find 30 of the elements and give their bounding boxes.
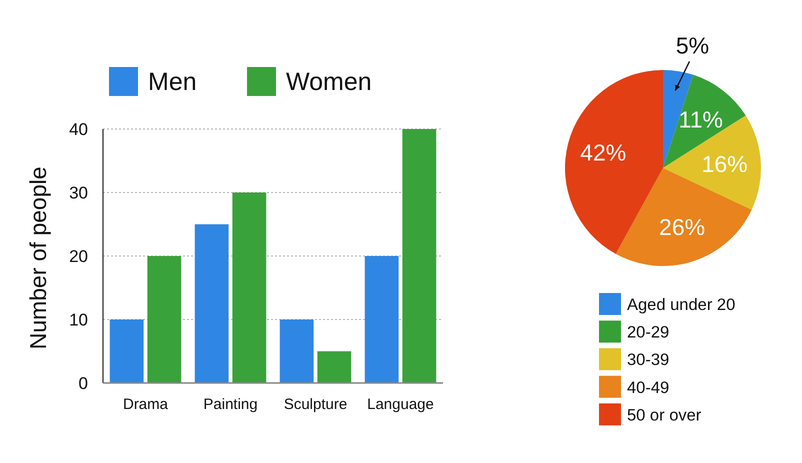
legend-label: 40-49 xyxy=(627,378,670,397)
bar xyxy=(147,256,182,383)
data-label: 42% xyxy=(580,140,626,166)
legend-label: 20-29 xyxy=(627,324,670,342)
data-label: 5% xyxy=(676,32,710,58)
y-axis-title: Number of people xyxy=(25,166,51,350)
bar xyxy=(194,224,229,383)
legend-label: Aged under 20 xyxy=(627,296,736,314)
x-tick-label: Sculpture xyxy=(284,396,348,413)
legend-label: 50 or over xyxy=(627,406,702,424)
bar xyxy=(317,351,352,383)
bar xyxy=(110,320,144,383)
bar xyxy=(232,192,266,383)
legend-label: 30-39 xyxy=(627,351,670,370)
y-tick-label: 30 xyxy=(69,183,88,202)
x-tick-label: Language xyxy=(367,396,434,413)
bar xyxy=(280,320,314,383)
legend-label: Men xyxy=(148,68,197,96)
bar xyxy=(402,129,436,383)
bar xyxy=(364,256,399,383)
x-tick-label: Painting xyxy=(203,396,258,413)
x-tick-label: Drama xyxy=(122,396,169,413)
data-label: 26% xyxy=(659,214,706,240)
y-tick-label: 10 xyxy=(69,310,88,330)
data-label: 16% xyxy=(702,151,748,178)
y-tick-label: 40 xyxy=(69,120,88,139)
y-tick-label: 0 xyxy=(78,374,88,393)
data-label: 11% xyxy=(678,106,724,132)
legend-label: Women xyxy=(286,68,372,96)
y-tick-label: 20 xyxy=(69,246,88,266)
